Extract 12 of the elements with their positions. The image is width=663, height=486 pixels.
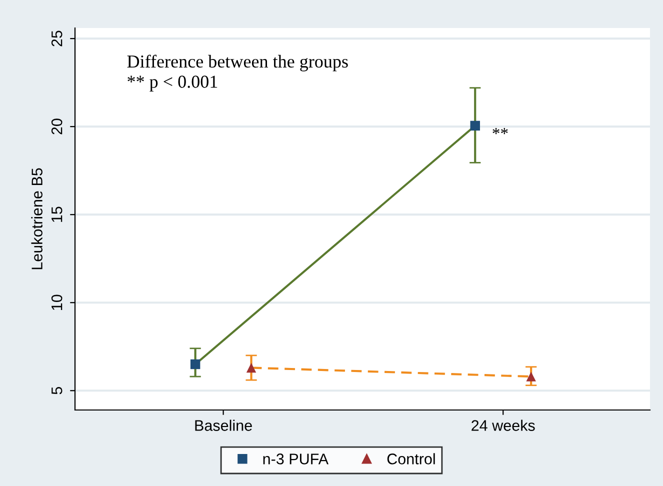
y-tick-label: 15	[52, 206, 62, 222]
legend-label: Control	[387, 453, 435, 464]
x-tick-label: 24 weeks	[472, 420, 535, 431]
y-tick-label: 25	[51, 30, 62, 46]
x-tick-label: Baseline	[195, 420, 252, 431]
annotation: **	[492, 128, 508, 134]
y-tick-label: 5	[52, 387, 62, 394]
legend-label: n-3 PUFA	[263, 454, 329, 464]
y-axis-title: Leukotriene B5	[31, 168, 42, 270]
y-tick-label: 20	[51, 118, 62, 134]
y-tick-label: 10	[51, 294, 62, 310]
annotation: Difference between the groups ** p < 0.001	[127, 54, 348, 92]
